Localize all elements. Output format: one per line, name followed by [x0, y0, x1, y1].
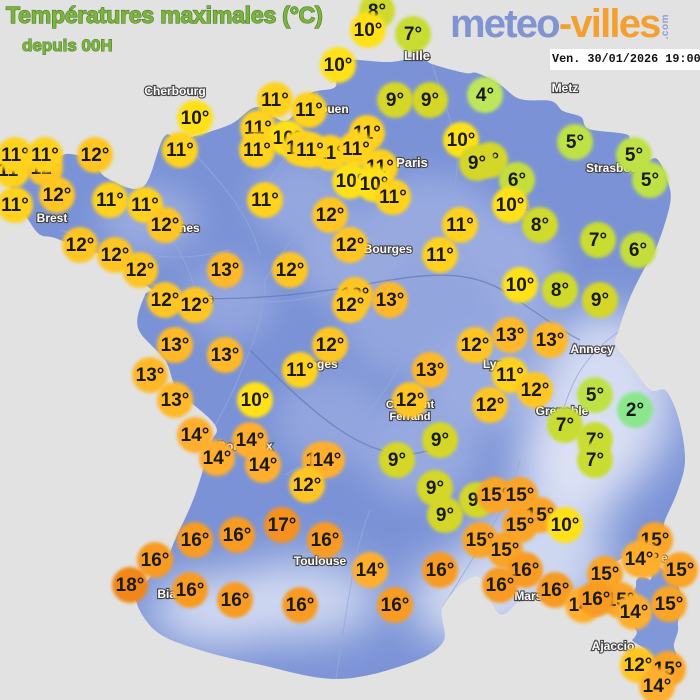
svg-text:12°: 12°: [126, 260, 155, 281]
svg-text:11°: 11°: [296, 140, 324, 161]
svg-text:5°: 5°: [625, 145, 643, 166]
svg-text:9°: 9°: [436, 505, 454, 526]
svg-text:16°: 16°: [426, 560, 455, 581]
svg-text:11°: 11°: [243, 140, 271, 161]
svg-text:14°: 14°: [313, 450, 342, 471]
svg-text:13°: 13°: [376, 290, 405, 311]
svg-text:8°: 8°: [551, 280, 569, 301]
svg-text:12°: 12°: [151, 215, 180, 236]
svg-text:Annecy: Annecy: [570, 342, 614, 356]
svg-text:10°: 10°: [551, 515, 580, 536]
svg-text:Metz: Metz: [552, 81, 579, 95]
svg-text:Brest: Brest: [37, 211, 68, 225]
svg-text:Cherbourg: Cherbourg: [144, 84, 205, 98]
svg-text:9°: 9°: [468, 153, 486, 174]
svg-text:16°: 16°: [181, 530, 210, 551]
svg-text:13°: 13°: [496, 325, 525, 346]
svg-text:12°: 12°: [336, 235, 365, 256]
svg-text:17°: 17°: [268, 515, 297, 536]
svg-text:5°: 5°: [641, 170, 659, 191]
svg-text:6°: 6°: [629, 240, 647, 261]
svg-text:10°: 10°: [506, 275, 535, 296]
svg-text:13°: 13°: [536, 330, 565, 351]
svg-text:12°: 12°: [476, 395, 505, 416]
svg-text:14°: 14°: [356, 560, 385, 581]
svg-text:11°: 11°: [426, 245, 454, 266]
svg-text:14°: 14°: [203, 448, 232, 469]
svg-text:13°: 13°: [136, 365, 165, 386]
svg-text:16°: 16°: [221, 590, 250, 611]
svg-text:11°: 11°: [96, 190, 124, 211]
svg-text:10°: 10°: [354, 20, 383, 41]
svg-text:15°: 15°: [655, 594, 684, 615]
svg-text:14°: 14°: [181, 425, 210, 446]
svg-text:12°: 12°: [151, 290, 180, 311]
svg-text:12°: 12°: [316, 335, 345, 356]
svg-text:12°: 12°: [336, 295, 365, 316]
svg-text:14°: 14°: [625, 549, 654, 570]
svg-text:12°: 12°: [316, 205, 345, 226]
svg-text:16°: 16°: [486, 575, 515, 596]
svg-text:13°: 13°: [211, 260, 240, 281]
svg-text:14°: 14°: [620, 602, 649, 623]
svg-text:15°: 15°: [666, 560, 695, 581]
svg-text:7°: 7°: [556, 415, 574, 436]
svg-text:13°: 13°: [416, 360, 445, 381]
svg-text:16°: 16°: [381, 595, 410, 616]
svg-text:12°: 12°: [276, 260, 305, 281]
svg-text:12°: 12°: [181, 295, 210, 316]
svg-text:7°: 7°: [586, 450, 604, 471]
svg-text:Paris: Paris: [396, 155, 428, 170]
svg-text:12°: 12°: [396, 390, 425, 411]
svg-text:Bourges: Bourges: [364, 242, 413, 256]
svg-text:11°: 11°: [1, 195, 29, 216]
svg-text:4°: 4°: [476, 85, 494, 106]
svg-text:10°: 10°: [241, 390, 270, 411]
svg-text:7°: 7°: [589, 230, 607, 251]
svg-text:18°: 18°: [116, 575, 145, 596]
svg-text:12°: 12°: [43, 185, 72, 206]
svg-text:14°: 14°: [643, 676, 672, 697]
svg-text:12°: 12°: [521, 380, 550, 401]
svg-text:10°: 10°: [324, 55, 353, 76]
svg-text:11°: 11°: [379, 187, 407, 208]
svg-text:12°: 12°: [66, 235, 95, 256]
svg-text:7°: 7°: [404, 24, 422, 45]
svg-text:16°: 16°: [541, 580, 570, 601]
svg-text:10°: 10°: [181, 108, 210, 129]
svg-text:16°: 16°: [582, 589, 611, 610]
svg-text:11°: 11°: [251, 190, 279, 211]
svg-text:9°: 9°: [591, 290, 609, 311]
svg-text:10°: 10°: [496, 195, 525, 216]
svg-text:13°: 13°: [161, 335, 190, 356]
svg-text:16°: 16°: [311, 530, 340, 551]
svg-text:11°: 11°: [295, 100, 323, 121]
svg-text:13°: 13°: [161, 390, 190, 411]
svg-text:5°: 5°: [586, 385, 604, 406]
svg-text:5°: 5°: [566, 132, 584, 153]
svg-text:16°: 16°: [223, 525, 252, 546]
svg-text:2°: 2°: [626, 400, 644, 421]
svg-text:12°: 12°: [461, 335, 490, 356]
svg-text:8°: 8°: [531, 215, 549, 236]
svg-text:16°: 16°: [141, 550, 170, 571]
svg-text:9°: 9°: [421, 90, 439, 111]
svg-text:9°: 9°: [426, 478, 444, 499]
svg-text:16°: 16°: [176, 580, 205, 601]
svg-text:11°: 11°: [261, 90, 289, 111]
svg-text:11°: 11°: [166, 140, 194, 161]
svg-text:9°: 9°: [386, 90, 404, 111]
svg-text:9°: 9°: [388, 450, 406, 471]
svg-text:12°: 12°: [293, 475, 322, 496]
svg-text:11°: 11°: [286, 360, 314, 381]
svg-text:11°: 11°: [31, 145, 59, 166]
svg-text:14°: 14°: [249, 455, 278, 476]
svg-text:11°: 11°: [446, 215, 474, 236]
svg-text:9°: 9°: [431, 430, 449, 451]
svg-text:12°: 12°: [81, 145, 110, 166]
svg-text:16°: 16°: [286, 595, 315, 616]
svg-text:11°: 11°: [1, 145, 29, 166]
svg-text:13°: 13°: [211, 345, 240, 366]
